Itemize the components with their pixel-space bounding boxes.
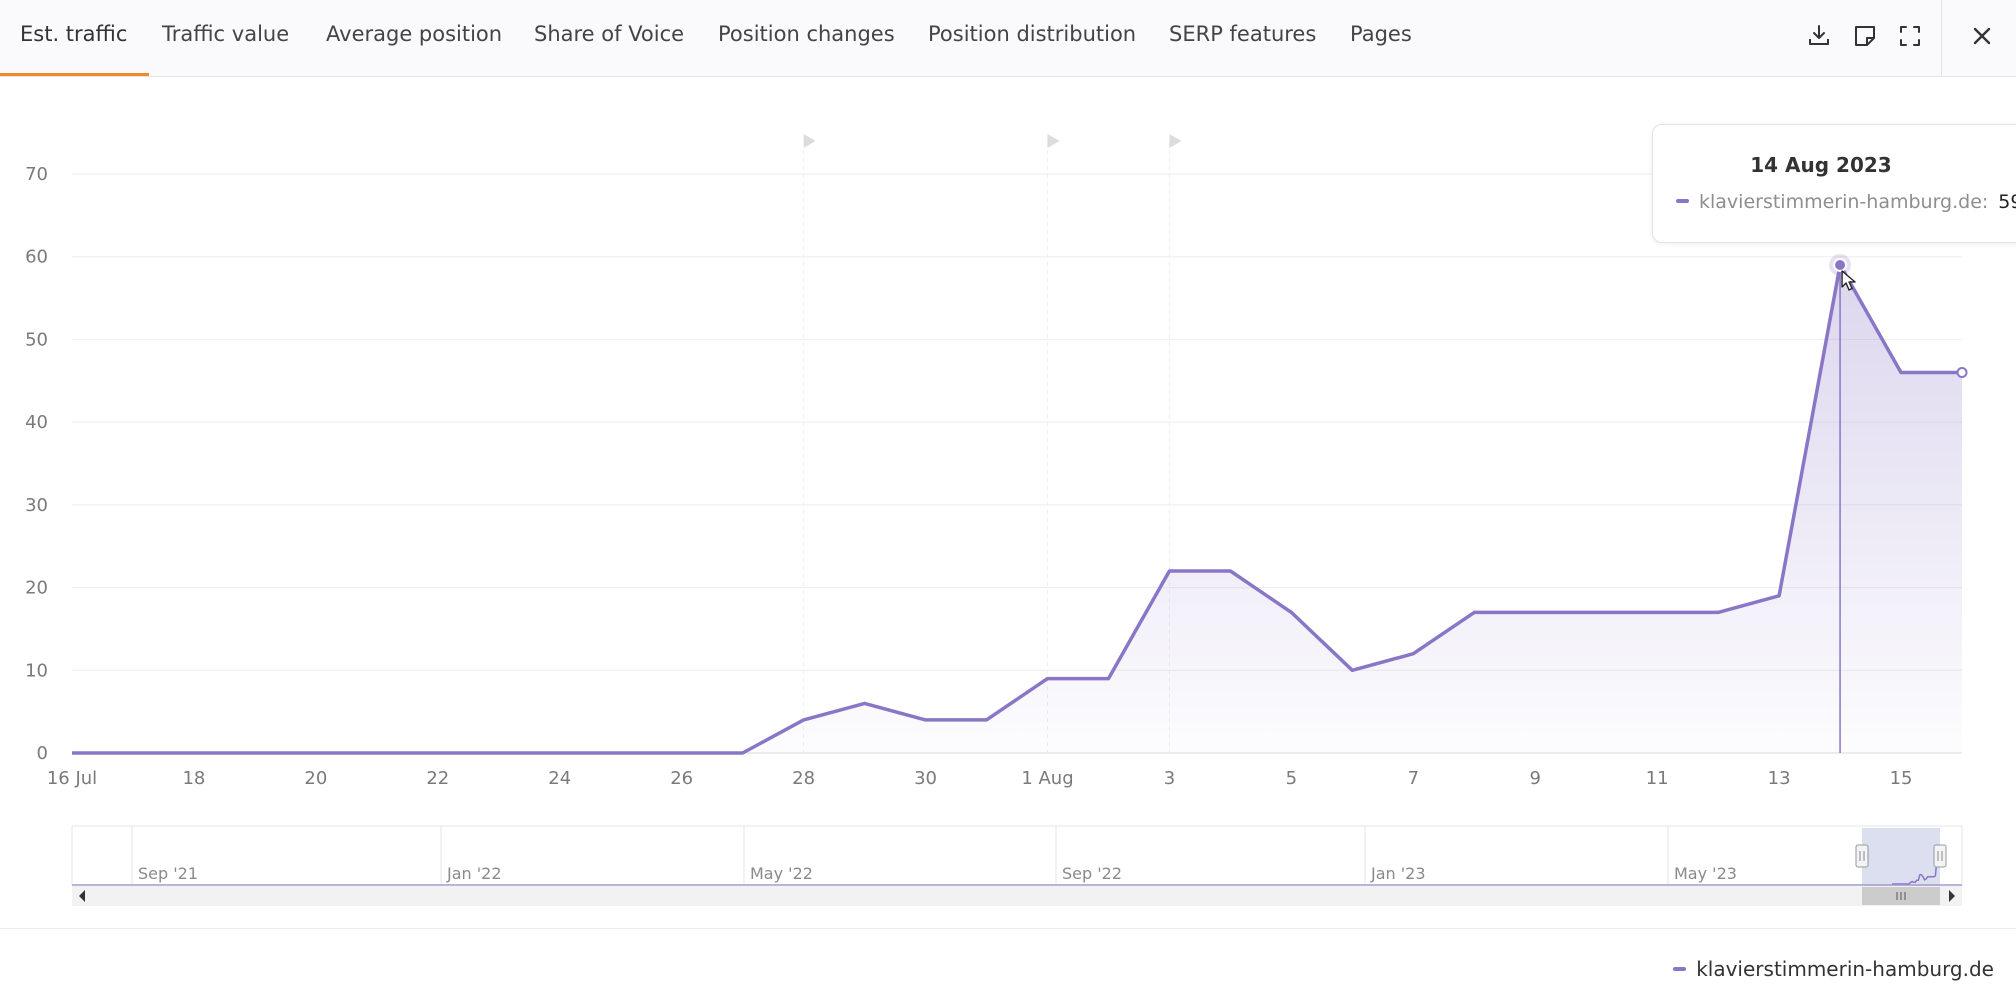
toolbar-divider [1941, 0, 1942, 76]
x-tick-label: 9 [1529, 768, 1540, 789]
x-tick-label: 7 [1408, 768, 1419, 789]
tab-serp-features[interactable]: SERP features [1169, 22, 1317, 46]
x-tick-label: 5 [1286, 768, 1297, 789]
fullscreen-button[interactable] [1894, 20, 1926, 52]
tooltip-date: 14 Aug 2023 [1750, 153, 1892, 177]
tab-position-distribution[interactable]: Position distribution [928, 22, 1137, 46]
scroll-left-arrow-icon[interactable] [79, 890, 85, 902]
y-tick-label: 40 [25, 412, 48, 433]
chart-tooltip: 14 Aug 2023 klavierstimmerin-hamburg.de:… [1652, 124, 2016, 243]
hover-point[interactable] [1833, 257, 1848, 272]
y-tick-label: 30 [25, 495, 48, 516]
x-tick-label: 13 [1768, 768, 1791, 789]
tab-share-of-voice[interactable]: Share of Voice [534, 22, 685, 46]
navigator-tick-label: May '23 [1674, 864, 1737, 883]
y-tick-label: 20 [25, 578, 48, 599]
tab-average-position[interactable]: Average position [326, 22, 503, 46]
y-tick-label: 50 [25, 329, 48, 350]
tab-position-changes[interactable]: Position changes [718, 22, 895, 46]
tooltip-series-name: klavierstimmerin-hamburg.de: [1699, 191, 1989, 213]
x-tick-label: 28 [792, 768, 815, 789]
navigator-handle-right[interactable] [1933, 844, 1947, 868]
navigator-tick-label: Sep '21 [138, 864, 198, 883]
tooltip-value: 59 [1998, 191, 2016, 213]
x-tick-label: 1 Aug [1021, 768, 1073, 789]
y-tick-label: 10 [25, 660, 48, 681]
legend-item-label[interactable]: klavierstimmerin-hamburg.de [1696, 957, 1994, 981]
tooltip-row: klavierstimmerin-hamburg.de: 59 [1676, 191, 2016, 213]
x-axis: 16 Jul 18 20 22 24 26 28 30 1 Aug 3 5 7 9 11 13 15 [47, 768, 1913, 789]
tooltip-series-swatch [1676, 198, 1689, 203]
navigator[interactable]: Sep '21 Jan '22 May '22 Sep '22 Jan '23 May '… [71, 825, 1963, 906]
navigator-frame [71, 825, 1963, 886]
legend-divider [0, 928, 2016, 929]
hover-marker [1829, 253, 1856, 753]
series-line [72, 263, 1962, 755]
scroll-right-arrow-icon[interactable] [1949, 890, 1955, 902]
navigator-tick-label: Jan '22 [446, 864, 502, 883]
y-tick-label: 70 [25, 164, 48, 185]
x-tick-label: 24 [548, 768, 571, 789]
flag-icon[interactable] [1169, 134, 1182, 148]
x-tick-label: 30 [914, 768, 937, 789]
x-tick-label: 18 [182, 768, 205, 789]
download-icon [1809, 25, 1829, 45]
fullscreen-icon [1900, 26, 1920, 46]
close-icon [1973, 27, 1991, 45]
notes-button[interactable] [1849, 20, 1881, 52]
navigator-tick-label: Jan '23 [1370, 864, 1426, 883]
y-tick-label: 60 [25, 247, 48, 268]
navigator-tick-label: Sep '22 [1062, 864, 1122, 883]
y-tick-label: 0 [37, 743, 48, 764]
x-tick-label: 15 [1890, 768, 1913, 789]
chart-legend[interactable]: klavierstimmerin-hamburg.de [1673, 957, 1994, 981]
x-tick-label: 16 Jul [47, 768, 97, 789]
tab-pages[interactable]: Pages [1350, 22, 1412, 46]
tab-est-traffic[interactable]: Est. traffic [0, 0, 150, 76]
export-button[interactable] [1803, 20, 1835, 52]
x-tick-label: 20 [304, 768, 327, 789]
navigator-selection[interactable] [1862, 828, 1940, 886]
navigator-handle-left[interactable] [1855, 844, 1869, 868]
note-icon [1855, 26, 1875, 46]
x-tick-label: 22 [426, 768, 449, 789]
y-axis: 0 10 20 30 40 50 60 70 [25, 164, 48, 764]
close-button[interactable] [1966, 20, 1998, 52]
x-tick-label: 11 [1646, 768, 1669, 789]
tab-traffic-value[interactable]: Traffic value [162, 22, 290, 46]
chart-annotations [803, 134, 1182, 753]
navigator-tick-label: May '22 [750, 864, 813, 883]
series-area [72, 265, 1962, 753]
scrollbar-track[interactable] [72, 886, 1962, 906]
chart-tab-bar: Est. traffic Traffic value Average positio… [0, 0, 2016, 77]
flag-icon[interactable] [1047, 134, 1060, 148]
x-tick-label: 3 [1164, 768, 1175, 789]
plot-area [72, 263, 1968, 755]
navigator-sparkline [1892, 858, 1940, 885]
hand-cursor-icon [1841, 270, 1856, 291]
x-tick-label: 26 [670, 768, 693, 789]
flag-icon[interactable] [803, 134, 816, 148]
series-end-point [1956, 367, 1968, 379]
legend-swatch [1673, 966, 1687, 971]
